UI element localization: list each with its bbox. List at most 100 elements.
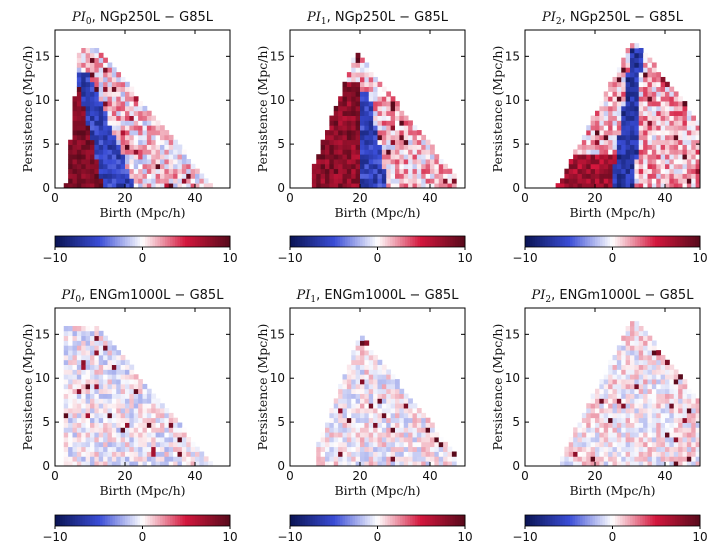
heatmap-cell: [116, 116, 121, 121]
heatmap-cell: [683, 418, 688, 423]
heatmap-cell: [186, 442, 191, 447]
heatmap-cell: [648, 58, 653, 63]
heatmap-cell: [661, 82, 666, 87]
heatmap-cell: [674, 374, 679, 379]
heatmap-cell: [138, 169, 143, 174]
heatmap-cell: [639, 452, 644, 457]
heatmap-cell: [99, 336, 104, 341]
colorbar-tick-label: 0: [609, 530, 617, 544]
heatmap-cell: [639, 379, 644, 384]
heatmap-cell: [399, 403, 404, 408]
heatmap-cell: [160, 437, 165, 442]
heatmap-cell: [652, 355, 657, 360]
heatmap-cell: [347, 101, 352, 106]
heatmap-cell: [373, 437, 378, 442]
heatmap-cell: [652, 149, 657, 154]
heatmap-cell: [81, 340, 86, 345]
heatmap-cell: [417, 145, 422, 150]
heatmap-cell: [604, 403, 609, 408]
heatmap-cell: [665, 159, 670, 164]
heatmap-cell: [408, 178, 413, 183]
heatmap-cell: [90, 174, 95, 179]
heatmap-cell: [656, 140, 661, 145]
heatmap-cell: [103, 91, 108, 96]
heatmap-cell: [143, 164, 148, 169]
heatmap-cell: [434, 164, 439, 169]
heatmap-cell: [99, 159, 104, 164]
heatmap-cell: [182, 427, 187, 432]
heatmap-cell: [108, 106, 113, 111]
heatmap-cell: [86, 452, 91, 457]
heatmap-cell: [604, 164, 609, 169]
heatmap-cell: [426, 164, 431, 169]
heatmap-cell: [604, 178, 609, 183]
heatmap-cell: [73, 369, 78, 374]
heatmap-cell: [656, 365, 661, 370]
heatmap-cell: [356, 178, 361, 183]
heatmap-cell: [678, 384, 683, 389]
heatmap-cell: [138, 379, 143, 384]
heatmap-cell: [356, 164, 361, 169]
heatmap-cell: [77, 178, 82, 183]
heatmap-cell: [108, 116, 113, 121]
heatmap-cell: [613, 394, 618, 399]
heatmap-cell: [665, 384, 670, 389]
heatmap-cell: [68, 394, 73, 399]
heatmap-cell: [408, 149, 413, 154]
heatmap-cell: [94, 149, 99, 154]
heatmap-cell: [639, 91, 644, 96]
heatmap-cell: [421, 437, 426, 442]
heatmap-cell: [582, 418, 587, 423]
heatmap-cell: [108, 442, 113, 447]
heatmap-cell: [674, 384, 679, 389]
heatmap-cell: [678, 374, 683, 379]
heatmap-cell: [160, 169, 165, 174]
heatmap-cell: [329, 135, 334, 140]
heatmap-cell: [391, 149, 396, 154]
heatmap-cell: [204, 178, 209, 183]
heatmap-cell: [604, 101, 609, 106]
heatmap-cell: [373, 135, 378, 140]
heatmap-cell: [408, 442, 413, 447]
heatmap-cell: [683, 384, 688, 389]
heatmap-cell: [674, 149, 679, 154]
heatmap-cell: [143, 120, 148, 125]
heatmap-cell: [652, 418, 657, 423]
heatmap-cell: [404, 159, 409, 164]
heatmap-cell: [321, 169, 326, 174]
heatmap-cell: [399, 427, 404, 432]
heatmap-cell: [68, 447, 73, 452]
heatmap-cell: [108, 423, 113, 428]
heatmap-cell: [391, 398, 396, 403]
heatmap-cell: [116, 403, 121, 408]
heatmap-cell: [669, 101, 674, 106]
heatmap-cell: [417, 130, 422, 135]
heatmap-cell: [112, 398, 117, 403]
heatmap-cell: [626, 379, 631, 384]
heatmap-cell: [613, 145, 618, 150]
heatmap-cell: [99, 149, 104, 154]
heatmap-cell: [599, 418, 604, 423]
heatmap-cell: [134, 174, 139, 179]
heatmap-cell: [604, 394, 609, 399]
heatmap-cell: [329, 145, 334, 150]
heatmap-cell: [669, 369, 674, 374]
heatmap-cell: [678, 456, 683, 461]
heatmap-cell: [661, 398, 666, 403]
heatmap-cell: [669, 159, 674, 164]
panel-title: PI2, NGp250L − G85L: [541, 10, 684, 27]
heatmap-cell: [143, 423, 148, 428]
heatmap-cell: [639, 456, 644, 461]
heatmap-cell: [108, 365, 113, 370]
heatmap-cell: [617, 379, 622, 384]
heatmap-cell: [386, 403, 391, 408]
heatmap-cell: [643, 159, 648, 164]
heatmap-cell: [369, 442, 374, 447]
heatmap-cell: [656, 91, 661, 96]
heatmap-cell: [73, 336, 78, 341]
heatmap-cell: [160, 174, 165, 179]
heatmap-cell: [573, 437, 578, 442]
heatmap-cell: [608, 403, 613, 408]
heatmap-cell: [613, 106, 618, 111]
heatmap-cell: [343, 437, 348, 442]
